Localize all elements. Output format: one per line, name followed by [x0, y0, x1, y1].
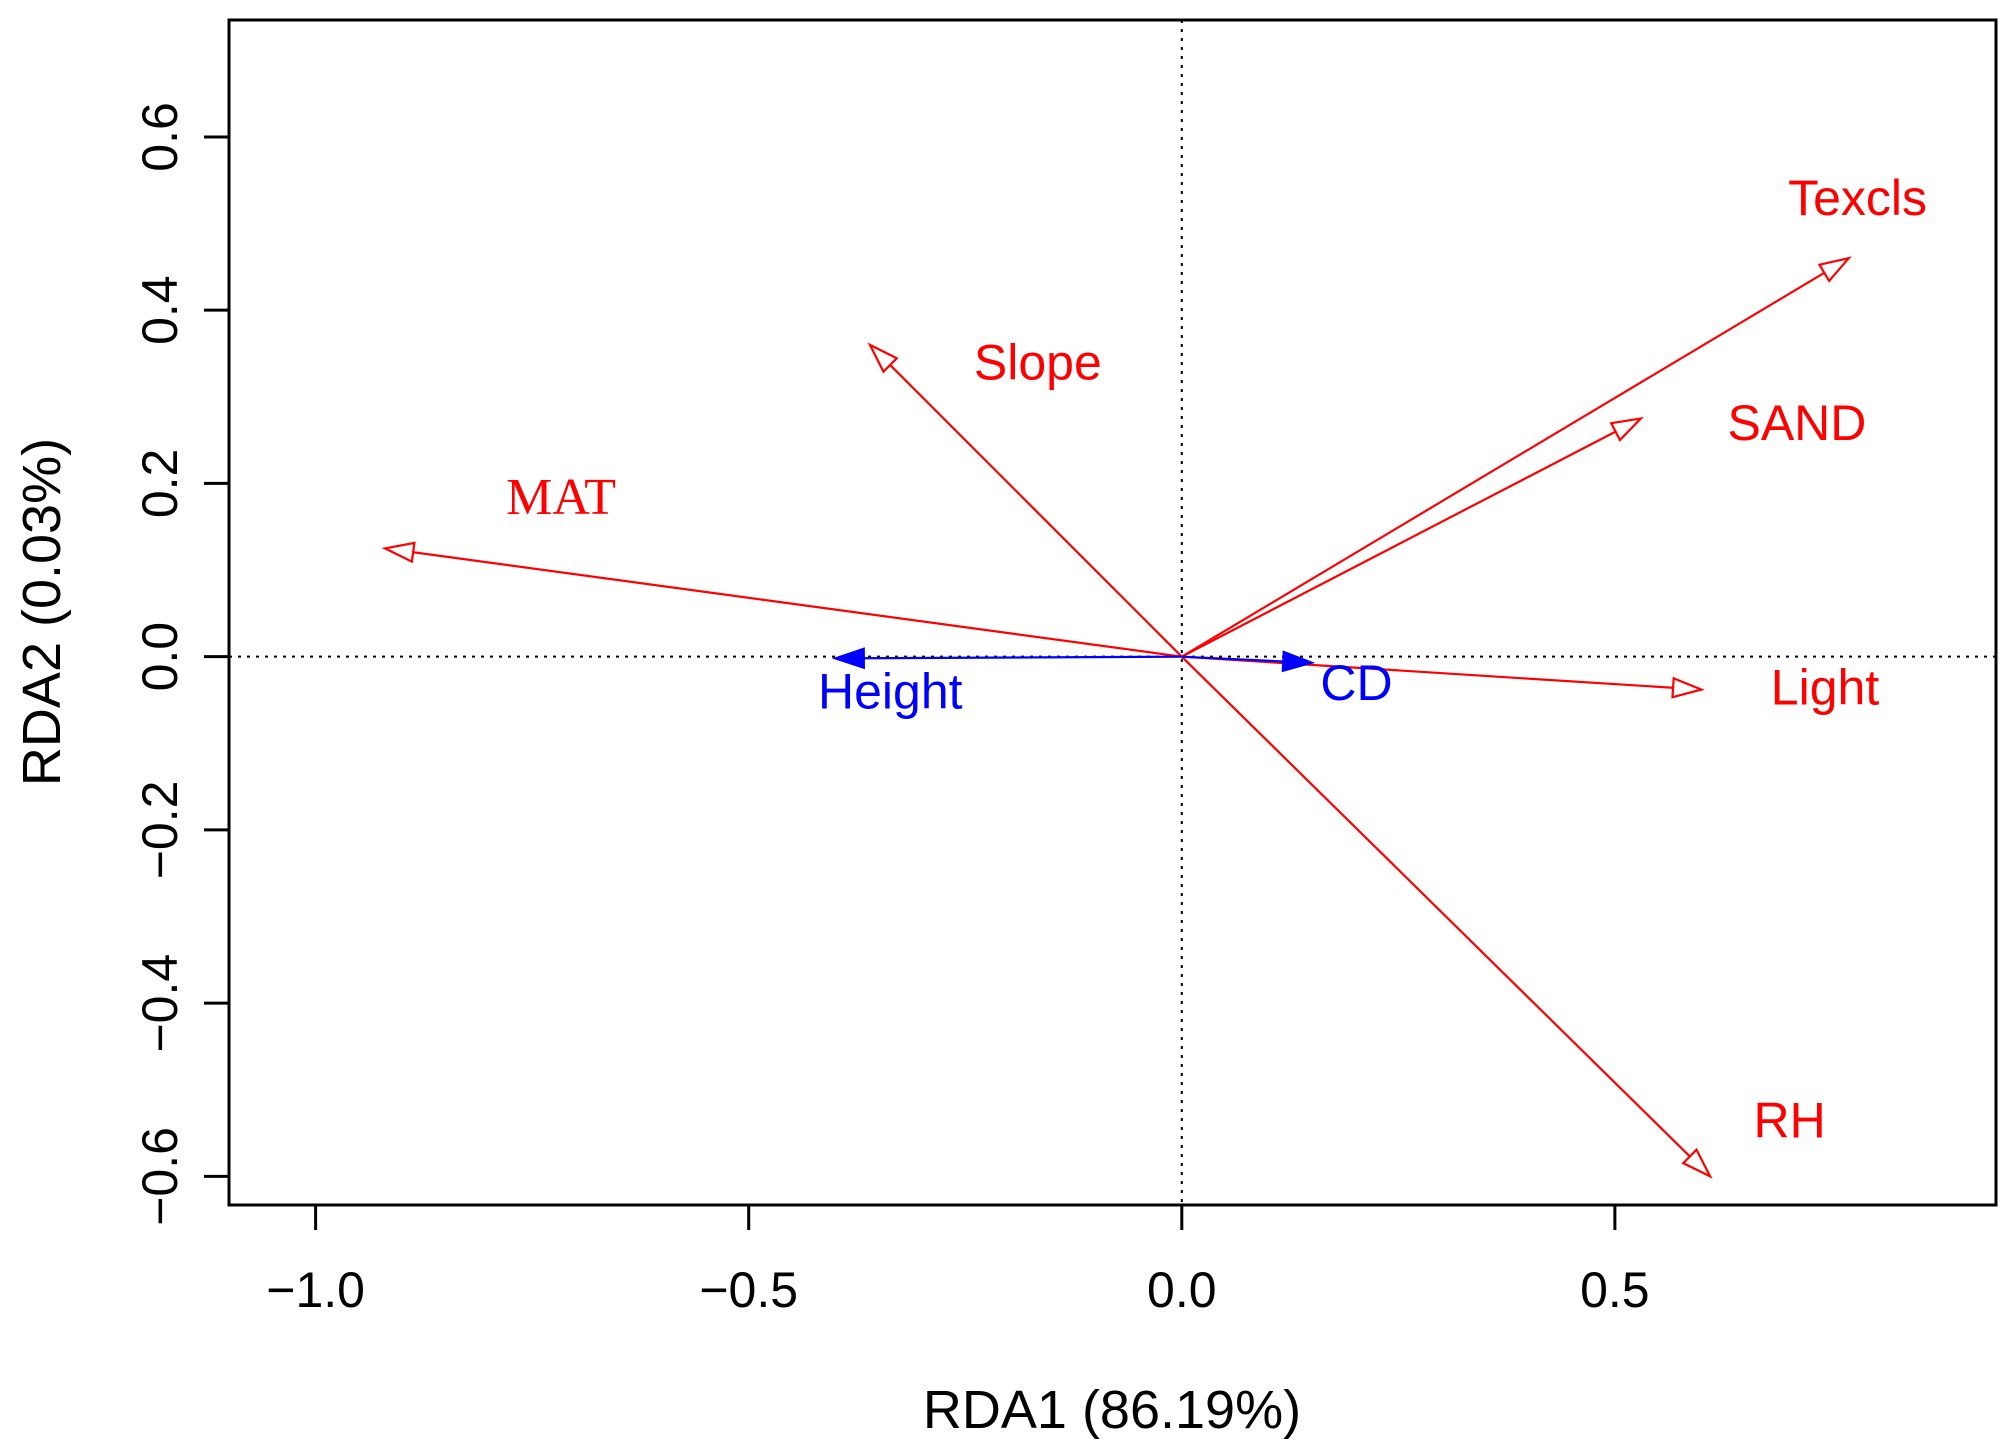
vector-cd: CD [1181, 650, 1393, 711]
vector-slope-shaft [869, 344, 1183, 658]
y-tick-label: 0.6 [132, 102, 188, 172]
y-tick-label: −0.2 [132, 781, 188, 880]
y-tick-label: 0.0 [132, 622, 188, 692]
vector-slope-label: Slope [974, 334, 1102, 390]
vector-sand-shaft [1181, 417, 1642, 658]
vector-rh-shaft [1181, 655, 1711, 1178]
y-axis-title: RDA2 (0.03%) [12, 438, 72, 786]
x-tick-label: −0.5 [699, 1262, 798, 1318]
reference-lines [229, 20, 1996, 1205]
vector-cd-arrowhead [1281, 650, 1316, 673]
vector-light-shaft [1181, 655, 1702, 691]
vector-sand-label: SAND [1727, 395, 1866, 451]
vector-rh: RH [1181, 655, 1826, 1179]
x-tick-label: −1.0 [266, 1262, 365, 1318]
x-axis-title: RDA1 (86.19%) [923, 1380, 1301, 1440]
vector-height: Height [818, 647, 1182, 720]
y-tick-label: 0.2 [132, 449, 188, 519]
y-axis: −0.6 −0.4 −0.2 0.0 0.2 0.4 0.6 [132, 102, 229, 1226]
y-tick-label: −0.4 [132, 954, 188, 1053]
vector-cd-label: CD [1320, 655, 1392, 711]
vector-texcls: Texcls [1181, 170, 1927, 658]
vector-mat-arrowhead [381, 541, 416, 564]
y-tick-label: −0.6 [132, 1127, 188, 1226]
vector-texcls-label: Texcls [1788, 170, 1927, 226]
vector-group: Texcls SAND Slope MAT Light RH Height CD [381, 170, 1927, 1179]
vector-light: Light [1181, 655, 1880, 715]
vector-sand: SAND [1181, 395, 1866, 658]
vector-sand-arrowhead [1609, 416, 1644, 442]
vector-height-label: Height [818, 664, 963, 720]
vector-texcls-shaft [1181, 257, 1850, 658]
vector-light-arrowhead [1671, 676, 1705, 699]
vector-slope-arrowhead [867, 342, 899, 374]
x-tick-label: 0.5 [1580, 1262, 1650, 1318]
vector-slope: Slope [867, 334, 1183, 658]
vector-texcls-arrowhead [1817, 256, 1852, 283]
x-axis: −1.0 −0.5 0.0 0.5 [266, 1205, 1650, 1318]
vector-mat-label: MAT [506, 469, 616, 526]
y-tick-label: 0.4 [132, 275, 188, 345]
vector-height-arrowhead [831, 647, 865, 670]
plot-frame [227, 18, 1998, 1207]
vector-rh-label: RH [1753, 1092, 1825, 1148]
vector-mat-shaft [384, 547, 1182, 658]
vector-light-label: Light [1771, 659, 1880, 715]
x-tick-label: 0.0 [1147, 1262, 1217, 1318]
vector-height-shaft [835, 655, 1182, 660]
vector-mat: MAT [381, 469, 1182, 658]
vector-rh-arrowhead [1681, 1147, 1713, 1179]
